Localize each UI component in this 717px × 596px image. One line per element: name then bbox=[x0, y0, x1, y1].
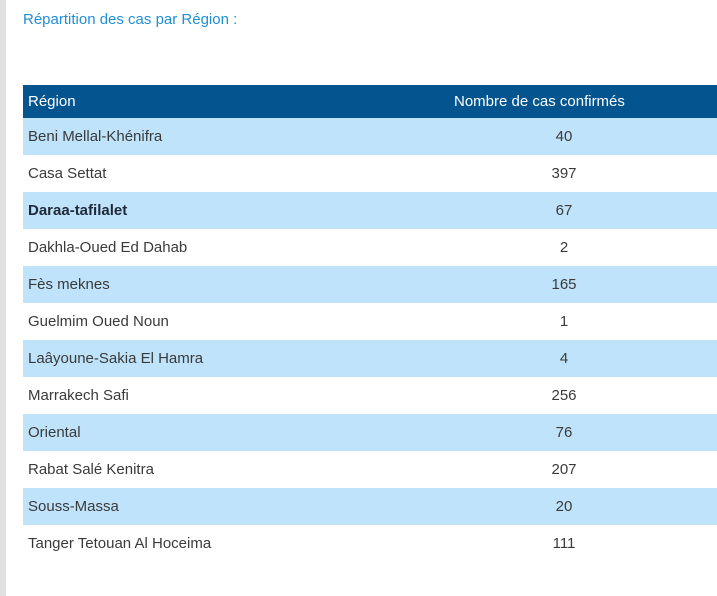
table-row: Casa Settat 397 bbox=[23, 155, 717, 192]
cases-by-region-table: Région Nombre de cas confirmés Beni Mell… bbox=[23, 85, 717, 562]
cases-cell: 4 bbox=[444, 340, 717, 377]
left-border bbox=[0, 0, 6, 596]
cases-value: 1 bbox=[559, 313, 569, 330]
cases-cell: 256 bbox=[444, 377, 717, 414]
cases-cell: 397 bbox=[444, 155, 717, 192]
table-row: Souss-Massa 20 bbox=[23, 488, 717, 525]
cases-cell: 20 bbox=[444, 488, 717, 525]
region-cell: Fès meknes bbox=[23, 266, 444, 303]
column-header-confirmed-cases: Nombre de cas confirmés bbox=[444, 85, 717, 118]
table-body: Beni Mellal-Khénifra 40 Casa Settat 397 … bbox=[23, 118, 717, 562]
cases-cell: 165 bbox=[444, 266, 717, 303]
table-row: Marrakech Safi 256 bbox=[23, 377, 717, 414]
cases-value: 20 bbox=[555, 498, 573, 515]
cases-cell: 76 bbox=[444, 414, 717, 451]
column-header-region: Région bbox=[23, 85, 444, 118]
cases-cell: 1 bbox=[444, 303, 717, 340]
cases-value: 256 bbox=[551, 387, 577, 404]
cases-value: 207 bbox=[551, 461, 577, 478]
table-row: Laâyoune-Sakia El Hamra 4 bbox=[23, 340, 717, 377]
region-cell: Guelmim Oued Noun bbox=[28, 313, 169, 330]
table-row: Beni Mellal-Khénifra 40 bbox=[23, 118, 717, 155]
region-cell: Marrakech Safi bbox=[28, 387, 129, 404]
cases-value: 67 bbox=[555, 202, 573, 219]
section-title: Répartition des cas par Région : bbox=[23, 11, 238, 28]
cases-cell: 67 bbox=[444, 192, 717, 229]
cases-value: 111 bbox=[552, 535, 576, 552]
cases-value: 2 bbox=[559, 239, 569, 256]
table-row: Fès meknes 165 bbox=[23, 266, 717, 303]
table-header: Région Nombre de cas confirmés bbox=[23, 85, 717, 118]
cases-value: 76 bbox=[555, 424, 573, 441]
region-cell: Daraa-tafilalet bbox=[23, 192, 444, 229]
region-cell: Tanger Tetouan Al Hoceima bbox=[28, 535, 212, 552]
cases-value: 40 bbox=[555, 128, 573, 145]
table-row: Dakhla-Oued Ed Dahab 2 bbox=[23, 229, 717, 266]
cases-cell: 2 bbox=[444, 229, 717, 266]
cases-cell: 207 bbox=[444, 451, 717, 488]
cases-value: 4 bbox=[559, 350, 569, 367]
header-row: Région Nombre de cas confirmés bbox=[23, 85, 717, 118]
cases-cell: 40 bbox=[444, 118, 717, 155]
cases-value: 397 bbox=[551, 165, 577, 182]
region-cell: Rabat Salé Kenitra bbox=[28, 461, 154, 478]
region-cell: Souss-Massa bbox=[23, 488, 444, 525]
region-cell: Laâyoune-Sakia El Hamra bbox=[23, 340, 444, 377]
table-row: Rabat Salé Kenitra 207 bbox=[23, 451, 717, 488]
region-cell: Casa Settat bbox=[28, 165, 107, 182]
region-cell: Dakhla-Oued Ed Dahab bbox=[28, 239, 188, 256]
cases-cell: 111 bbox=[444, 525, 717, 562]
cases-value: 165 bbox=[551, 276, 577, 293]
region-cell: Oriental bbox=[23, 414, 444, 451]
table-row: Tanger Tetouan Al Hoceima 111 bbox=[23, 525, 717, 562]
table-row: Daraa-tafilalet 67 bbox=[23, 192, 717, 229]
table-row: Guelmim Oued Noun 1 bbox=[23, 303, 717, 340]
table-row: Oriental 76 bbox=[23, 414, 717, 451]
region-cell: Beni Mellal-Khénifra bbox=[23, 118, 444, 155]
